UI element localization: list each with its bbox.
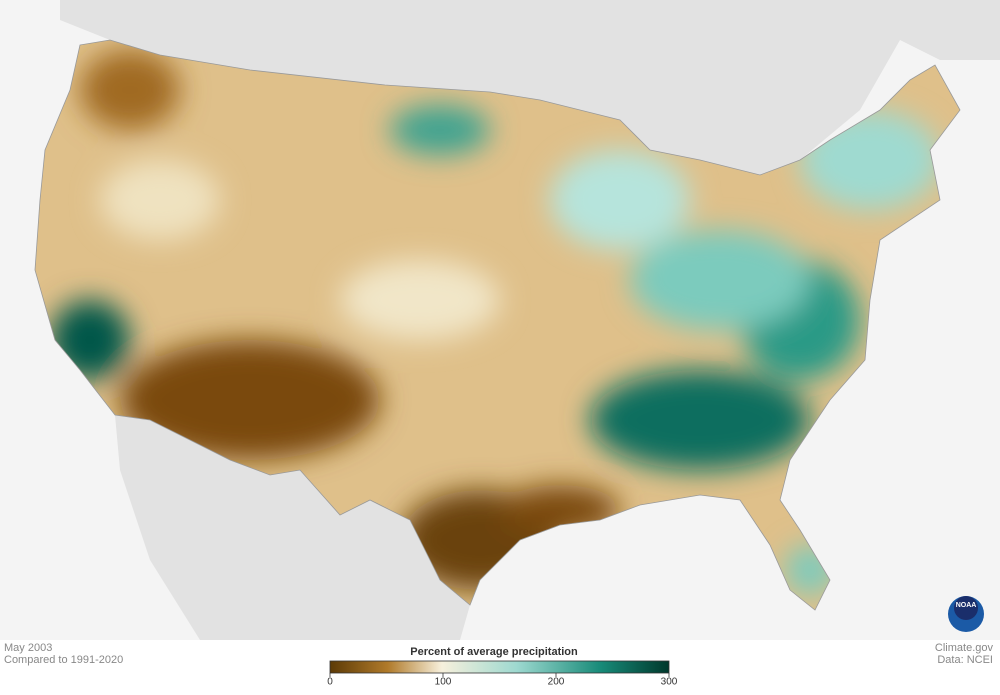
source: Data: NCEI (937, 654, 993, 666)
mexico (115, 415, 470, 640)
us-outline (34, 39, 961, 611)
legend-tick-label: 100 (435, 677, 452, 688)
legend-tick-label: 0 (327, 677, 333, 688)
legend-tick-label: 200 (548, 677, 565, 688)
logo-inner (954, 596, 978, 620)
site: Climate.gov (935, 642, 994, 654)
legend-title: Percent of average precipitation (410, 646, 578, 658)
logo-text: NOAA (956, 602, 977, 609)
noaa-logo: NOAA (948, 596, 984, 632)
date: May 2003 (4, 642, 52, 654)
baseline: Compared to 1991-2020 (4, 654, 123, 666)
canada (60, 0, 1000, 175)
legend-tick-label: 300 (661, 677, 678, 688)
legend-colorbar (329, 660, 670, 674)
